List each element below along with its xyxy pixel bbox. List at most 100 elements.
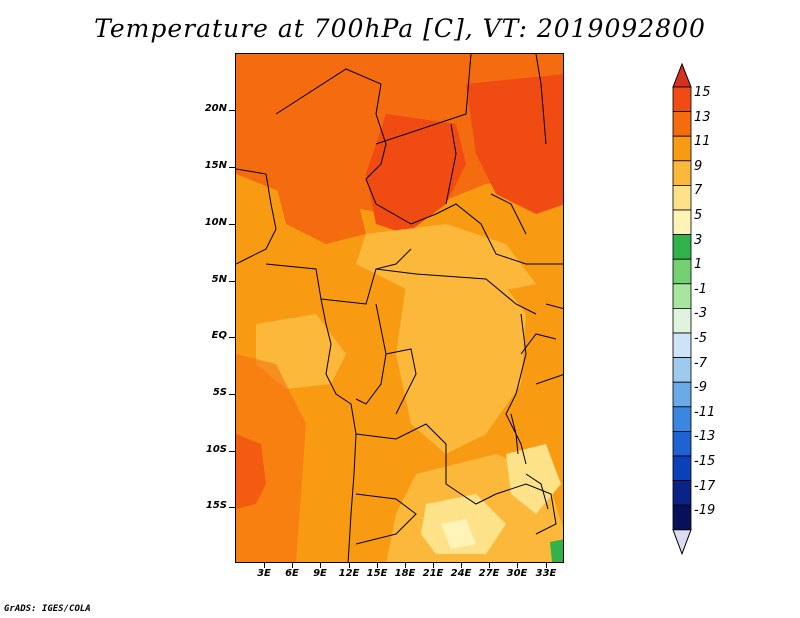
field-nigeria-warm (276, 184, 366, 244)
border-sudan-north (535, 54, 547, 145)
border-car-south (375, 268, 537, 315)
border-chad-north (375, 54, 472, 145)
colorbar-label: 7 (694, 183, 703, 199)
colorbar-label: -19 (694, 503, 716, 519)
lon-label: 9E (313, 568, 327, 579)
colorbar-label: 9 (694, 158, 703, 174)
colorbar-segment (672, 111, 692, 137)
field-lightest (441, 519, 476, 549)
lat-tick (229, 337, 235, 338)
border-zambia (495, 483, 557, 535)
lat-tick (229, 394, 235, 395)
chart-title: Temperature at 700hPa [C], VT: 201909280… (94, 14, 706, 43)
colorbar-max-arrow (672, 62, 692, 88)
borders (236, 54, 563, 562)
colorbar-label: -17 (694, 478, 716, 494)
colorbar-segment (672, 381, 692, 408)
border-uganda (535, 374, 563, 385)
lon-tick (546, 563, 547, 568)
colorbar-segment (672, 135, 692, 162)
lat-tick (229, 507, 235, 508)
colorbar-label: 3 (694, 232, 703, 248)
lake-malawi (525, 473, 549, 510)
lat-label: 15N (204, 160, 227, 171)
colorbar-segment (672, 258, 692, 285)
lon-label: 27E (478, 568, 500, 579)
colorbar-segment (672, 357, 692, 383)
lat-label: 5N (211, 274, 227, 285)
colorbar-segment (672, 307, 692, 334)
colorbar-segment (672, 283, 692, 309)
lat-tick (229, 224, 235, 225)
colorbar-segment (672, 234, 692, 260)
colorbar-label: 11 (694, 134, 711, 150)
lon-label: 24E (450, 568, 472, 579)
colorbar-segment (672, 406, 692, 432)
map-panel (235, 53, 564, 563)
lon-tick (320, 563, 321, 568)
field-northeast-hot (466, 74, 563, 214)
lon-tick (489, 563, 490, 568)
colorbar-label: -11 (694, 404, 716, 420)
lon-label: 30E (506, 568, 528, 579)
border-drc-east (505, 313, 527, 465)
colorbar-segment (672, 430, 692, 457)
field-sw-ocean-warm (236, 354, 306, 562)
lon-label: 18E (394, 568, 416, 579)
colorbar-label: -5 (694, 331, 707, 346)
lon-label: 15E (366, 568, 388, 579)
lon-tick (292, 563, 293, 568)
grads-credit: GrADS: IGES/COLA (4, 604, 91, 614)
lat-label: 15S (205, 500, 227, 511)
border-drc-west (385, 348, 417, 415)
colorbar-label: -13 (694, 429, 716, 445)
border-east (545, 303, 563, 309)
colorbar-segment (672, 332, 692, 359)
field-green-patch (550, 539, 563, 562)
border-angola (355, 423, 497, 505)
lat-label: EQ (211, 330, 227, 341)
lon-label: 33E (535, 568, 557, 579)
lon-label: 3E (257, 568, 271, 579)
coastline-central-west (265, 263, 357, 562)
colorbar-label: -15 (694, 454, 716, 469)
lon-tick (433, 563, 434, 568)
colorbar-min-arrow (672, 529, 692, 556)
lake-tanganyika (510, 413, 519, 455)
colorbar-segment (672, 209, 692, 236)
coastline-west (236, 168, 277, 265)
border-chad-south (375, 203, 563, 265)
lon-tick (264, 563, 265, 568)
lon-label: 12E (338, 568, 360, 579)
lon-tick (349, 563, 350, 568)
colorbar-label: 15 (694, 85, 711, 100)
field-car (356, 224, 536, 294)
colorbar-segment (672, 160, 692, 186)
border-niger (275, 68, 387, 205)
lat-label: 5S (212, 387, 227, 398)
temperature-field-map (236, 54, 563, 562)
field-congo-basin (396, 274, 526, 454)
lon-label: 21E (422, 568, 444, 579)
colorbar-segment (672, 455, 692, 482)
lon-tick (405, 563, 406, 568)
lat-tick (229, 451, 235, 452)
lat-label: 10S (205, 444, 227, 455)
lat-tick (229, 110, 235, 111)
lon-tick (461, 563, 462, 568)
colorbar-label: 5 (694, 208, 703, 223)
colorbar (672, 62, 692, 556)
border-sudan-inner (490, 193, 527, 235)
border-lake-region (520, 333, 557, 355)
colorbar-label: -1 (694, 281, 707, 297)
field-chad-hot (366, 114, 466, 234)
colorbar-segment (672, 185, 692, 211)
colorbar-label: 13 (694, 109, 711, 125)
border-angola-south (355, 493, 417, 545)
colorbar-segment (672, 504, 692, 531)
lat-label: 20N (204, 103, 227, 114)
colorbar-label: -9 (694, 380, 707, 396)
colorbar-label: -3 (694, 306, 707, 322)
lat-tick (229, 167, 235, 168)
colorbar-segment (672, 480, 692, 506)
